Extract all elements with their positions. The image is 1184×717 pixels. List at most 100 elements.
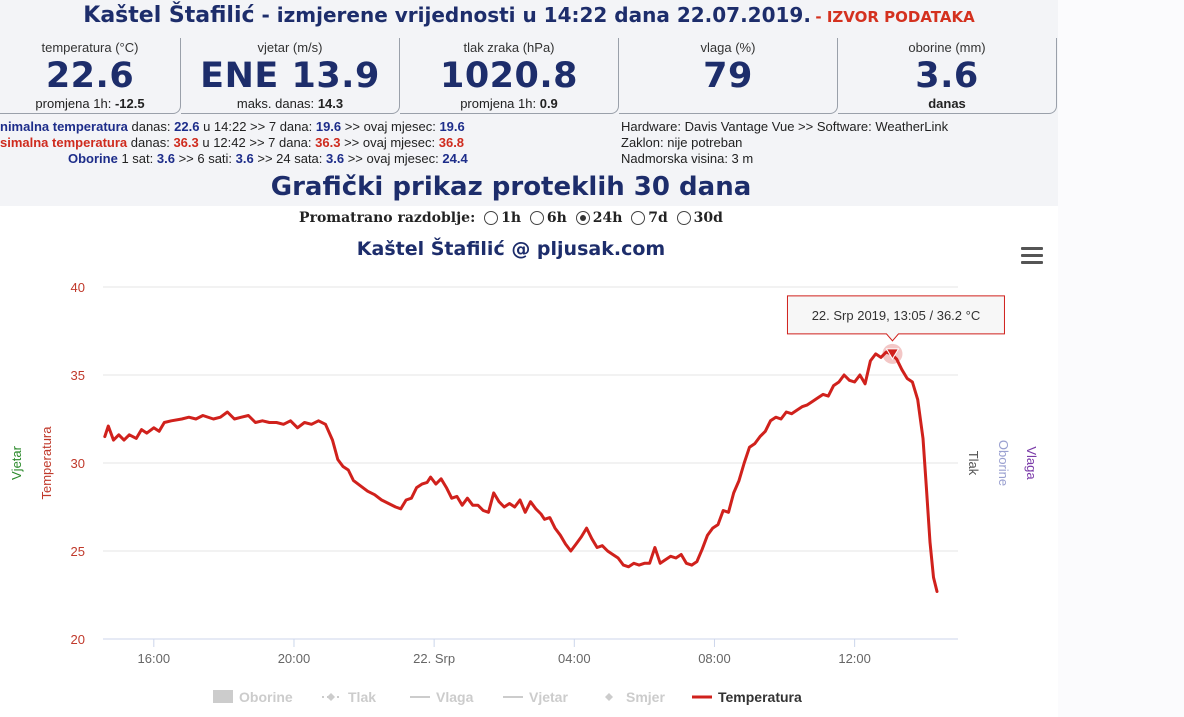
legend-item-vjetar[interactable]: Vjetar xyxy=(529,689,568,705)
chart-tooltip: 22. Srp 2019, 13:05 / 36.2 °C xyxy=(786,295,1005,342)
y-tick-label: 40 xyxy=(71,280,85,295)
x-tick-label: 20:00 xyxy=(278,651,311,666)
card-label: oborine (mm) xyxy=(908,40,986,55)
data-source-link[interactable]: - IZVOR PODATAKA xyxy=(815,8,975,26)
card-sub-value: 0.9 xyxy=(539,96,558,111)
hamburger-menu-icon[interactable] xyxy=(1021,247,1043,265)
card-sub: promjena 1h: 0.9 xyxy=(400,96,618,112)
legend-item-temperatura[interactable]: Temperatura xyxy=(718,689,802,705)
legend-symbol xyxy=(213,690,233,703)
tooltip-box xyxy=(786,295,1005,342)
axis-title-wind: Vjetar xyxy=(9,445,24,480)
stat-text: danas: xyxy=(127,135,174,150)
stat-text: >> 6 sati: xyxy=(174,151,236,166)
legend-item-smjer[interactable]: Smjer xyxy=(626,689,665,705)
card-humidity: vlaga (%) 79 xyxy=(619,38,838,114)
card-temperature: temperatura (°C) 22.6 promjena 1h: -12.5 xyxy=(0,38,181,114)
stat-text: >> 24 sata: xyxy=(253,151,327,166)
stat-value: 24.4 xyxy=(442,151,468,166)
card-sub-value: -12.5 xyxy=(114,96,145,111)
radio-label[interactable]: 30d xyxy=(693,210,723,226)
stat-value: 22.6 xyxy=(174,119,200,134)
card-sub: promjena 1h: -12.5 xyxy=(0,96,180,112)
stat-text: >> ovaj mjesec: xyxy=(341,119,440,134)
temperature-chart: 40 35 30 25 20 16:00 20:00 22. Srp 04:00 08:00 12… xyxy=(9,280,1039,705)
stat-text: u 14:22 >> 7 dana: xyxy=(199,119,316,134)
stat-row-rain: Oborine 1 sat: 3.6 >> 6 sati: 3.6 >> 24 … xyxy=(68,151,468,167)
chart-grid xyxy=(103,286,958,640)
stat-text: >> ovaj mjesec: xyxy=(344,151,443,166)
card-rain: oborine (mm) 3.6 danas xyxy=(838,38,1057,114)
x-tick-label: 22. Srp xyxy=(413,651,455,666)
stat-value: 3.6 xyxy=(235,151,254,166)
tooltip-text: 22. Srp 2019, 13:05 / 36.2 °C xyxy=(812,308,981,323)
stat-text: 1 sat: xyxy=(117,151,157,166)
radio-30d[interactable] xyxy=(676,211,691,225)
radio-label[interactable]: 24h xyxy=(592,210,623,226)
chart-legend: Oborine Tlak Vlaga Vjetar Smjer Temperatura xyxy=(213,689,802,705)
card-value: 1020.8 xyxy=(439,56,579,96)
x-tick-label: 16:00 xyxy=(138,651,171,666)
axis-title-humidity: Vlaga xyxy=(1024,446,1039,480)
card-label: tlak zraka (hPa) xyxy=(463,40,555,55)
card-label: temperatura (°C) xyxy=(41,40,139,55)
radio-1h[interactable] xyxy=(484,211,499,225)
card-sub-value: danas xyxy=(928,96,966,111)
card-sub-label: promjena 1h: xyxy=(460,96,537,111)
card-sub: danas xyxy=(838,96,1056,112)
radio-24h[interactable] xyxy=(575,211,590,225)
card-sub-label: maks. danas: xyxy=(236,96,315,111)
period-selector: Promatrano razdoblje: 1h 6h 24h 7d 30d xyxy=(0,210,1022,226)
legend-item-tlak[interactable]: Tlak xyxy=(348,689,376,705)
stat-label: nimalna temperatura xyxy=(0,119,128,134)
card-sub xyxy=(619,96,837,112)
card-sub-label: promjena 1h: xyxy=(35,96,112,111)
card-value: 22.6 xyxy=(45,56,135,96)
station-hardware: Hardware: Davis Vantage Vue >> Software:… xyxy=(621,119,949,134)
station-altitude: Nadmorska visina: 3 m xyxy=(621,151,754,166)
header-band xyxy=(0,0,1058,206)
period-label: Promatrano razdoblje: xyxy=(299,210,476,226)
card-value: ENE 13.9 xyxy=(200,56,380,96)
card-value: 3.6 xyxy=(915,56,979,96)
legend-symbol xyxy=(605,693,613,701)
x-tick-label: 04:00 xyxy=(558,651,591,666)
measurement-title: - izmjerene vrijednosti u 14:22 dana 22.… xyxy=(254,3,811,27)
station-shelter: Zaklon: nije potreban xyxy=(621,135,743,150)
current-values-cards: temperatura (°C) 22.6 promjena 1h: -12.5… xyxy=(0,38,1058,116)
stat-value: 3.6 xyxy=(156,151,175,166)
station-info: Hardware: Davis Vantage Vue >> Software:… xyxy=(621,119,948,167)
chart-title: Kaštel Štafilić @ pljusak.com xyxy=(356,238,666,260)
stat-value: 36.8 xyxy=(438,135,465,150)
stat-label: simalna temperatura xyxy=(0,135,128,150)
y-tick-label: 30 xyxy=(71,456,85,471)
radio-7d[interactable] xyxy=(631,211,646,225)
stat-value: 36.3 xyxy=(173,135,199,150)
card-pressure: tlak zraka (hPa) 1020.8 promjena 1h: 0.9 xyxy=(400,38,619,114)
right-side-panel xyxy=(1058,0,1184,717)
legend-item-vlaga[interactable]: Vlaga xyxy=(436,689,474,705)
radio-label[interactable]: 6h xyxy=(546,210,567,226)
card-wind: vjetar (m/s) ENE 13.9 maks. danas: 14.3 xyxy=(181,38,400,114)
radio-label[interactable]: 7d xyxy=(648,210,668,226)
card-sub: maks. danas: 14.3 xyxy=(181,96,399,112)
axis-title-temperature: Temperatura xyxy=(39,426,54,500)
legend-symbol xyxy=(327,693,335,701)
x-tick-label: 12:00 xyxy=(838,651,871,666)
card-sub-value: 14.3 xyxy=(317,96,344,111)
hover-marker xyxy=(885,348,900,360)
card-label: vlaga (%) xyxy=(700,40,756,55)
radio-label[interactable]: 1h xyxy=(501,210,522,226)
x-tick-label: 08:00 xyxy=(698,651,731,666)
stat-row-max-temp: simalna temperatura danas: 36.3 u 12:42 … xyxy=(0,135,464,151)
y-tick-label: 35 xyxy=(71,368,85,383)
stat-text: u 12:42 >> 7 dana: xyxy=(198,135,316,150)
series-group xyxy=(103,343,939,593)
station-name: Kaštel Štafilić xyxy=(83,3,255,28)
stat-label: Oborine xyxy=(68,151,118,166)
temperature-line xyxy=(103,350,939,593)
section-title: Grafički prikaz proteklih 30 dana xyxy=(270,172,752,202)
radio-6h[interactable] xyxy=(529,211,544,225)
legend-item-oborine[interactable]: Oborine xyxy=(239,689,293,705)
x-axis-ticks: 16:00 20:00 22. Srp 04:00 08:00 12:00 xyxy=(138,639,871,666)
